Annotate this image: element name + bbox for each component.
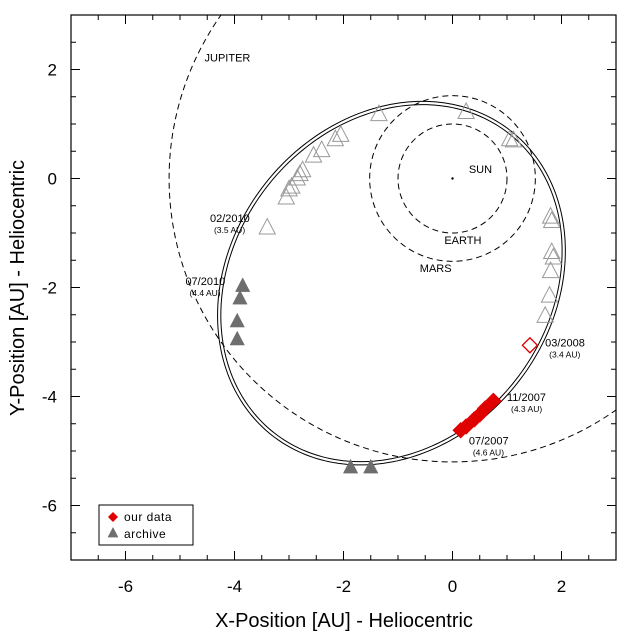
open-triangle-point-6 xyxy=(293,160,312,178)
ticks-layer: -6 -4 -2 0 2 2 0 -2 -4 -6 xyxy=(42,14,617,596)
x-tick-label-3: 0 xyxy=(448,577,457,596)
x-tick-label-2: -2 xyxy=(336,577,351,596)
y-axis-label: Y-Position [AU] - Heliocentric xyxy=(7,160,29,416)
open-triangle-point-0 xyxy=(258,217,277,235)
open-triangle-point-8 xyxy=(312,140,331,158)
open-diamond-point-0 xyxy=(521,336,539,354)
legend-archive-label: archive xyxy=(124,527,166,541)
open-triangle-point-9 xyxy=(326,129,345,147)
jupiter-orbit xyxy=(168,15,616,463)
archive-point-5 xyxy=(363,458,379,474)
open-triangle-point-10 xyxy=(331,124,350,142)
archive-point-2 xyxy=(229,312,245,328)
legend-our-data-label: our data xyxy=(124,510,172,524)
open-triangle-point-19 xyxy=(541,261,560,279)
comet-orbit-inner xyxy=(220,104,563,463)
y-tick-label-3: -4 xyxy=(42,388,57,407)
archive-point-3 xyxy=(229,330,245,346)
legend-archive-marker xyxy=(107,527,119,538)
annotation-07-2007-distance: (4.6 AU) xyxy=(473,447,504,457)
open-triangle-point-11 xyxy=(369,104,388,122)
annotation-11-2007: 11/2007 xyxy=(507,392,546,404)
annotation-earth: EARTH xyxy=(444,235,481,247)
y-tick-label-0: 2 xyxy=(48,61,57,80)
markers-layer xyxy=(229,101,563,474)
annotation-02-2010: 02/2010 xyxy=(210,213,250,225)
our-data-point-5 xyxy=(485,392,502,410)
open-triangle-point-12 xyxy=(457,101,476,119)
annotation-jupiter: JUPITER xyxy=(205,52,251,64)
legend-box xyxy=(98,504,194,546)
orbits-layer xyxy=(168,15,616,466)
plot-frame xyxy=(70,14,617,561)
annotation-02-2010-distance: (3.5 AU) xyxy=(214,225,245,235)
y-tick-label-2: -2 xyxy=(42,279,57,298)
annotation-03-2008: 03/2008 xyxy=(545,337,585,349)
x-tick-label-1: -4 xyxy=(227,577,242,596)
archive-point-0 xyxy=(235,277,251,292)
sun-marker xyxy=(451,177,454,180)
open-triangle-point-20 xyxy=(540,285,559,303)
earth-orbit xyxy=(397,123,508,234)
x-tick-label-0: -6 xyxy=(118,577,133,596)
y-tick-label-1: 0 xyxy=(48,170,57,189)
open-triangle-point-7 xyxy=(304,145,323,163)
open-triangle-point-13 xyxy=(500,129,519,147)
annotation-mars: MARS xyxy=(420,263,452,275)
archive-point-4 xyxy=(342,458,359,474)
legend-our-data-marker xyxy=(108,512,118,522)
y-tick-label-4: -6 xyxy=(42,497,57,516)
annotation-sun: SUN xyxy=(469,164,492,176)
x-tick-label-4: 2 xyxy=(557,577,566,596)
open-triangle-point-5 xyxy=(290,164,309,182)
open-triangle-point-18 xyxy=(544,247,563,265)
open-triangle-point-14 xyxy=(504,130,523,148)
annotation-11-2007-distance: (4.3 AU) xyxy=(511,404,542,414)
comet-orbit-outer xyxy=(217,100,566,466)
annotation-07-2007: 07/2007 xyxy=(469,435,509,447)
annotation-07-2010: 07/2010 xyxy=(185,276,225,288)
mars-orbit xyxy=(369,95,536,262)
open-triangle-point-17 xyxy=(542,241,561,260)
x-axis-label: X-Position [AU] - Heliocentric xyxy=(215,610,473,632)
open-triangle-point-21 xyxy=(536,305,555,323)
open-triangle-point-2 xyxy=(280,179,298,197)
annotation-03-2008-distance: (3.4 AU) xyxy=(549,349,580,359)
legend: our data archive xyxy=(98,504,194,546)
archive-point-1 xyxy=(232,289,248,305)
annotation-07-2010-distance: (4.4 AU) xyxy=(189,288,220,298)
open-triangle-point-16 xyxy=(542,210,561,228)
open-triangle-point-15 xyxy=(541,206,560,224)
annotations-layer: JUPITER SUN EARTH MARS 02/2010(3.5 AU) 07/201… xyxy=(185,52,584,457)
